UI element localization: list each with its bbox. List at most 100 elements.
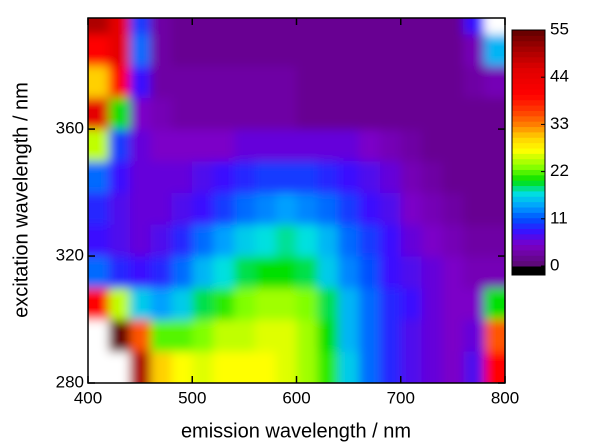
heat-cell <box>129 256 152 289</box>
heat-cell <box>254 18 277 35</box>
colorbar-tick-label: 0 <box>550 255 559 274</box>
heat-cell <box>463 192 485 225</box>
heat-cell <box>275 319 297 352</box>
heat-cell <box>233 65 256 98</box>
x-tick-label: 400 <box>74 388 102 407</box>
colorbar-band <box>512 174 545 181</box>
heat-cell <box>233 129 256 162</box>
colorbar-band <box>512 190 545 197</box>
heat-cell <box>254 319 277 352</box>
colorbar-tick-label: 44 <box>550 67 569 86</box>
heat-cell <box>213 224 235 257</box>
colorbar-band <box>512 196 545 203</box>
heat-cell <box>359 18 381 35</box>
heat-cell <box>379 160 402 194</box>
heat-cell <box>129 129 152 162</box>
heat-cell <box>296 256 318 289</box>
heat-cell <box>400 319 423 352</box>
heat-cell <box>171 65 193 98</box>
heat-cell <box>338 319 360 352</box>
heat-cell <box>150 192 172 225</box>
heat-cell <box>275 224 297 257</box>
heat-cell <box>275 351 297 383</box>
heat-cell <box>233 160 256 194</box>
colorbar-band <box>512 201 545 208</box>
heat-cell <box>108 65 131 98</box>
heat-cell <box>421 319 443 352</box>
colorbar-band <box>512 83 545 90</box>
colorbar-band <box>512 233 545 240</box>
colorbar-band <box>512 56 545 63</box>
heat-cell <box>192 351 214 383</box>
heat-cell <box>233 256 256 289</box>
heat-cell <box>317 224 339 257</box>
heat-cell <box>463 224 485 257</box>
heat-cell <box>442 65 464 98</box>
heat-cell <box>275 97 297 130</box>
heat-cell <box>317 192 339 225</box>
colorbar-band <box>512 169 545 176</box>
heat-cell <box>400 287 423 321</box>
heat-cell <box>421 129 443 162</box>
heat-cell <box>108 33 131 67</box>
colorbar-band <box>512 185 545 192</box>
heat-cell <box>484 224 505 257</box>
colorbar-tick-label: 55 <box>550 19 569 38</box>
heat-cell <box>359 192 381 225</box>
heat-cell <box>254 65 277 98</box>
heat-cell <box>379 18 402 35</box>
heat-cell <box>463 256 485 289</box>
heat-cell <box>338 129 360 162</box>
heat-cell <box>171 192 193 225</box>
heat-cell <box>400 97 423 130</box>
heat-cell <box>254 224 277 257</box>
colorbar-band <box>512 131 545 138</box>
heat-cell <box>484 160 505 194</box>
heat-cell <box>421 65 443 98</box>
heat-cell <box>338 160 360 194</box>
heat-cell <box>192 192 214 225</box>
heat-cell <box>108 351 131 383</box>
heat-cell <box>150 351 172 383</box>
heat-cell <box>359 256 381 289</box>
heat-cell <box>338 224 360 257</box>
heat-cell <box>150 97 172 130</box>
heat-cell <box>150 319 172 352</box>
colorbar-band <box>512 164 545 170</box>
heat-cell <box>192 18 214 35</box>
colorbar-band <box>512 72 545 79</box>
heat-cell <box>400 224 423 257</box>
heat-cell <box>213 65 235 98</box>
heat-cell <box>442 33 464 67</box>
heat-cell <box>129 224 152 257</box>
heat-cell <box>338 287 360 321</box>
heat-cell <box>108 256 131 289</box>
heat-cell <box>88 33 110 67</box>
heat-cell <box>484 351 505 383</box>
heat-cell <box>421 224 443 257</box>
heat-cell <box>421 160 443 194</box>
heat-cell <box>296 160 318 194</box>
heat-cell <box>275 256 297 289</box>
heat-cell <box>233 224 256 257</box>
heat-cell <box>379 192 402 225</box>
heat-cell <box>379 97 402 130</box>
heat-cell <box>379 351 402 383</box>
heat-cell <box>317 319 339 352</box>
heat-cell <box>233 351 256 383</box>
colorbar-band <box>512 239 545 246</box>
colorbar-band <box>512 137 545 144</box>
heat-cell <box>150 129 172 162</box>
heat-cell <box>463 33 485 67</box>
heat-cell <box>108 97 131 130</box>
heat-cell <box>150 65 172 98</box>
heat-cell <box>442 287 464 321</box>
heat-cell <box>442 160 464 194</box>
heat-cell <box>171 224 193 257</box>
colorbar-tick-label: 11 <box>550 208 568 227</box>
heat-cell <box>108 129 131 162</box>
heat-cell <box>213 97 235 130</box>
colorbar-band <box>512 105 545 111</box>
colorbar-band <box>512 67 545 74</box>
